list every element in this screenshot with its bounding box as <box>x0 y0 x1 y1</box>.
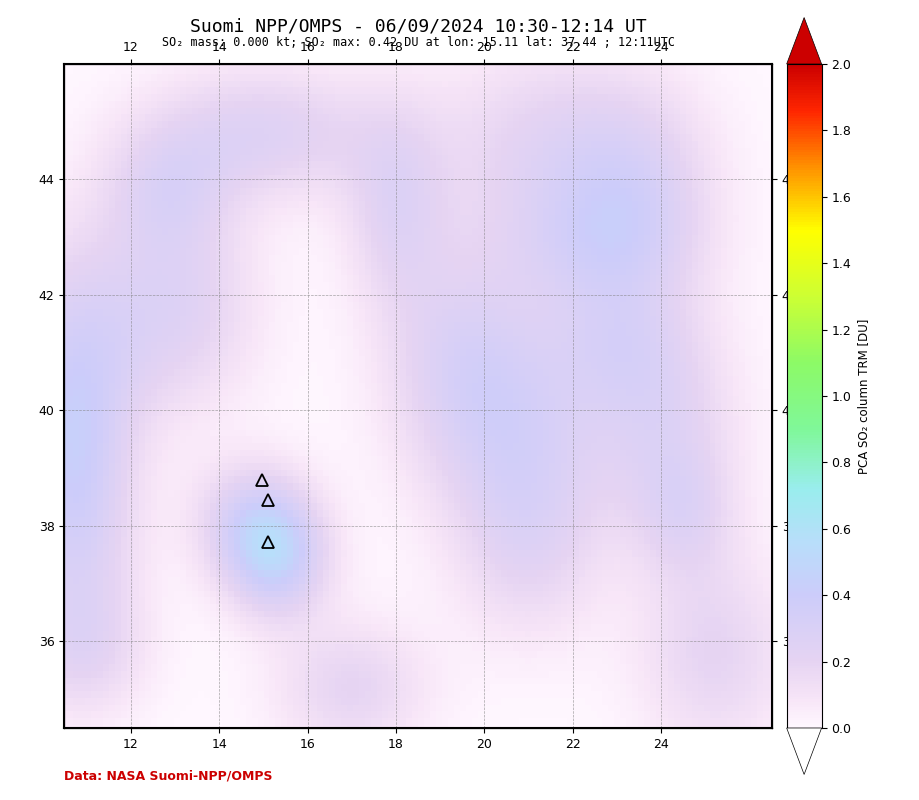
Polygon shape <box>787 18 822 64</box>
Text: Suomi NPP/OMPS - 06/09/2024 10:30-12:14 UT: Suomi NPP/OMPS - 06/09/2024 10:30-12:14 … <box>189 18 647 35</box>
Text: Data: NASA Suomi-NPP/OMPS: Data: NASA Suomi-NPP/OMPS <box>64 770 273 782</box>
Polygon shape <box>787 728 822 774</box>
Text: SO₂ mass: 0.000 kt; SO₂ max: 0.42 DU at lon: 15.11 lat: 37.44 ; 12:11UTC: SO₂ mass: 0.000 kt; SO₂ max: 0.42 DU at … <box>162 36 675 49</box>
Y-axis label: PCA SO₂ column TRM [DU]: PCA SO₂ column TRM [DU] <box>857 318 870 474</box>
